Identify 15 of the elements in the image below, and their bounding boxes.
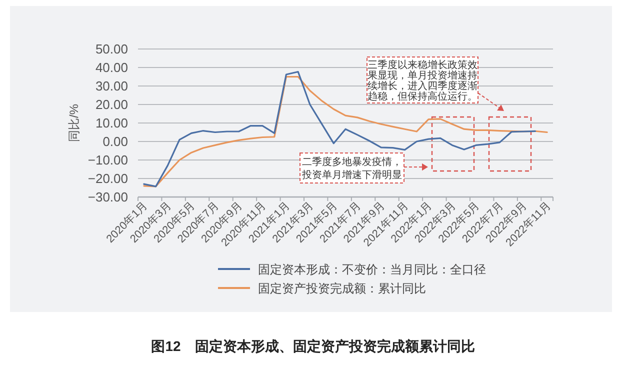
annotation: 三季度以来稳增长政策效果显现，单月投资增速持续增长，进入四季度逐渐趋稳，但保持高位运行。 xyxy=(368,58,478,102)
y-tick-label: −30.00 xyxy=(88,190,128,204)
legend-label: 固定资产投资完成额：累计同比 xyxy=(258,282,426,296)
y-tick-label: 30.00 xyxy=(95,78,128,94)
y-tick-label: 20.00 xyxy=(95,97,128,112)
y-axis-title: 同比/% xyxy=(67,104,81,142)
y-tick-label: 0.00 xyxy=(102,134,128,149)
y-tick-label: 10.00 xyxy=(95,116,128,130)
y-tick-label: 40.00 xyxy=(95,60,128,75)
y-tick-label: −20.00 xyxy=(88,171,128,186)
y-tick-label: 50.00 xyxy=(95,42,128,56)
annotation: 二季度多地暴发疫情，投资单月增速下滑明显 xyxy=(301,156,402,182)
y-tick-label: −10.00 xyxy=(88,152,128,168)
text: 图12 固定资本形成、固定资产投资完成额累计同比 xyxy=(151,338,475,354)
legend-label: 固定资本形成：不变价：当月同比：全口径 xyxy=(258,262,486,276)
